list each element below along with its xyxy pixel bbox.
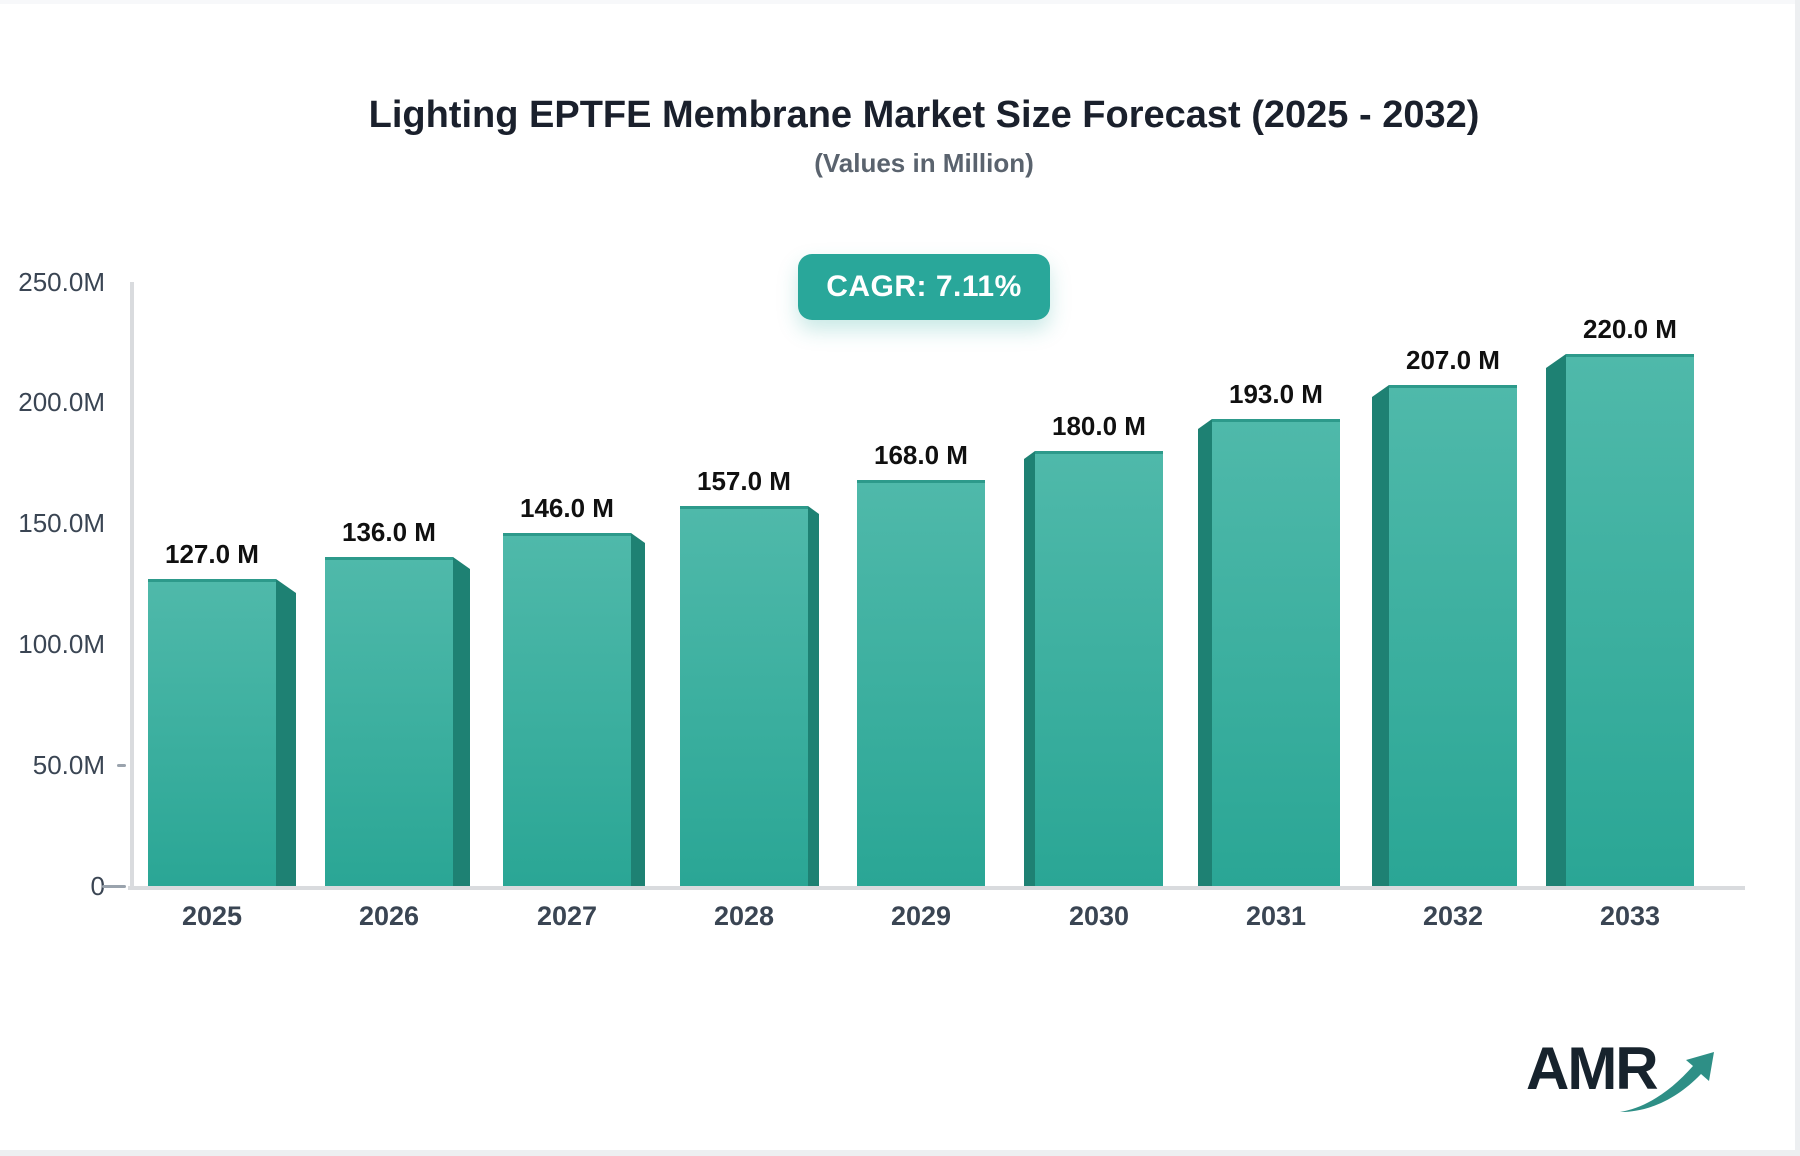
bar-side-face (1024, 451, 1035, 886)
bar-2029[interactable] (857, 480, 985, 886)
bar-side-face (631, 533, 645, 886)
chart-title: Lighting EPTFE Membrane Market Size Fore… (368, 94, 1480, 136)
y-axis-line (130, 282, 134, 890)
page-edge-top (0, 0, 1800, 4)
bar-value-label-2031: 193.0 M (1229, 379, 1323, 409)
x-axis-label-2025: 2025 (181, 901, 243, 931)
bar-front-face (1212, 419, 1340, 886)
chart-subtitle: (Values in Million) (814, 148, 1034, 178)
x-axis-label-2032: 2032 (1422, 901, 1484, 931)
bar-value-label-2028: 157.0 M (697, 466, 791, 496)
bar-front-face (1389, 385, 1517, 886)
bar-2033[interactable] (1546, 354, 1694, 886)
bar-2028[interactable] (680, 506, 819, 886)
x-axis-label-2027: 2027 (536, 901, 598, 931)
y-tick-mark (102, 885, 126, 888)
bar-2031[interactable] (1198, 419, 1340, 886)
x-axis-line (128, 886, 1745, 890)
bar-value-label-2030: 180.0 M (1052, 411, 1146, 441)
bar-2030[interactable] (1024, 451, 1163, 886)
bar-value-label-2032: 207.0 M (1406, 345, 1500, 375)
y-tick-label-150.0M: 150.0M (18, 508, 105, 539)
x-axis-label-2028: 2028 (713, 901, 775, 931)
x-axis-label-2029: 2029 (890, 901, 952, 931)
page-edge-bottom (0, 1150, 1800, 1156)
x-axis-label-2031: 2031 (1245, 901, 1307, 931)
y-tick-label-100.0M: 100.0M (18, 629, 105, 660)
bar-side-face (276, 579, 296, 886)
x-axis-label-2030: 2030 (1068, 901, 1130, 931)
bar-side-face (453, 557, 470, 886)
bar-front-face (1035, 451, 1163, 886)
growth-arrow-icon (1620, 1052, 1714, 1112)
cagr-badge-label: CAGR: 7.11% (826, 270, 1022, 303)
bar-side-face (1546, 354, 1566, 886)
bar-front-face (1566, 354, 1694, 886)
bar-2027[interactable] (503, 533, 645, 886)
bar-value-label-2026: 136.0 M (342, 517, 436, 547)
y-tick-label-50.0M: 50.0M (32, 750, 105, 781)
amr-logo: AMR (1526, 1034, 1726, 1114)
bar-side-face (1198, 419, 1212, 886)
bar-front-face (148, 579, 276, 886)
bar-value-label-2033: 220.0 M (1583, 314, 1677, 344)
bar-front-face (680, 506, 808, 886)
bar-front-face (503, 533, 631, 886)
bar-value-label-2025: 127.0 M (165, 539, 259, 569)
amr-logo-text: AMR (1526, 1035, 1659, 1102)
bar-value-label-2029: 168.0 M (874, 440, 968, 470)
y-tick-label-250.0M: 250.0M (18, 266, 105, 297)
bar-side-face (1372, 385, 1389, 886)
bar-2025[interactable] (148, 579, 296, 886)
page-edge-right (1795, 0, 1800, 1156)
bar-value-label-2027: 146.0 M (520, 493, 614, 523)
bar-front-face (857, 480, 985, 886)
x-axis-label-2033: 2033 (1599, 901, 1661, 931)
y-tick-label-200.0M: 200.0M (18, 387, 105, 418)
cagr-badge: CAGR: 7.11% (798, 254, 1050, 320)
x-axis-label-2026: 2026 (358, 901, 420, 931)
bar-2026[interactable] (325, 557, 470, 886)
y-tick-label-0: 0 (90, 871, 105, 901)
y-tick-mark (117, 764, 126, 768)
bar-front-face (325, 557, 453, 886)
bar-side-face (808, 506, 819, 886)
bar-2032[interactable] (1372, 385, 1517, 886)
